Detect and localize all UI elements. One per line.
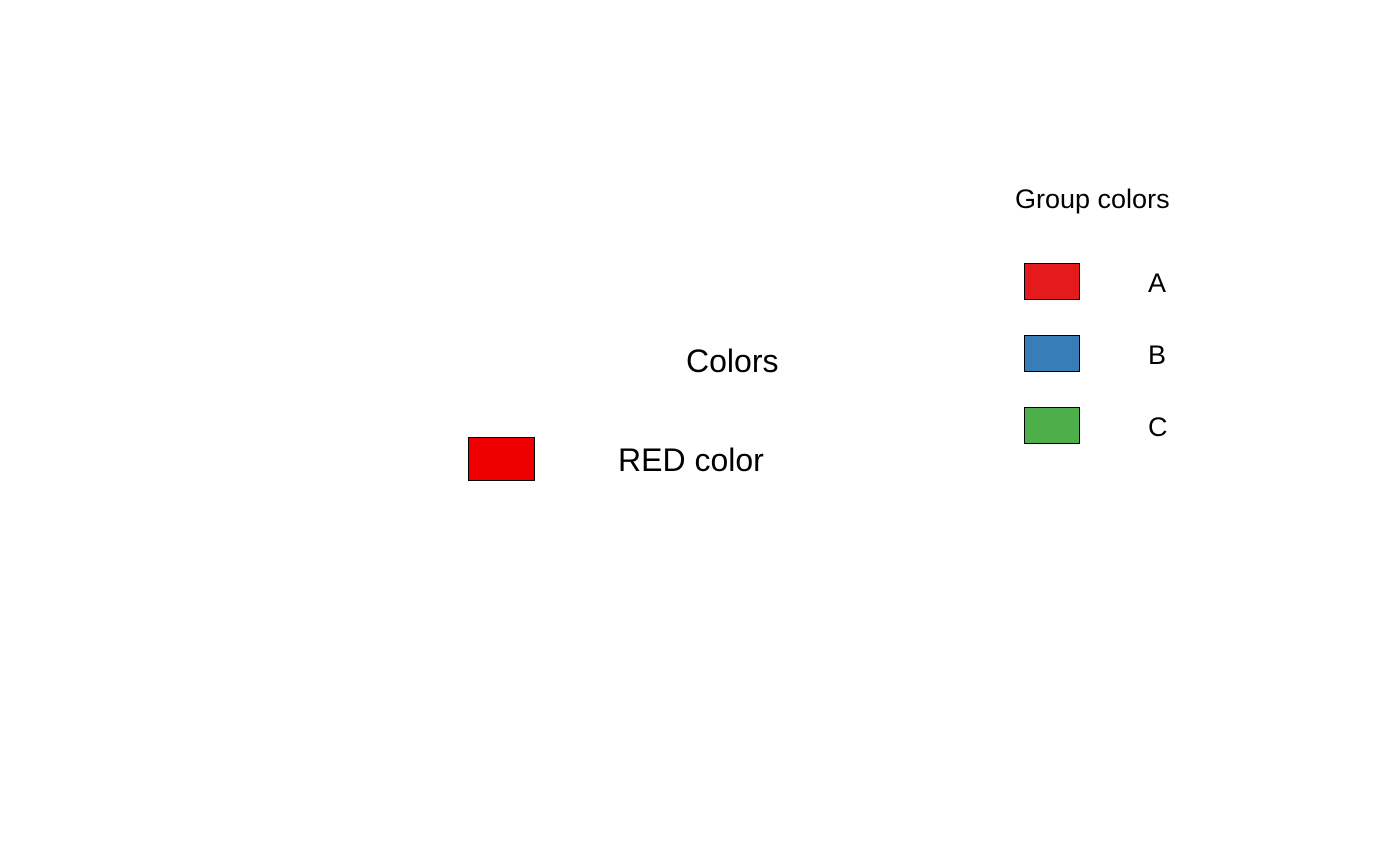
group-a-swatch — [1024, 263, 1080, 300]
group-b-swatch — [1024, 335, 1080, 372]
group-c-label: C — [1148, 412, 1168, 442]
group-a-label: A — [1148, 268, 1167, 298]
group-colors-legend-title: Group colors — [1015, 184, 1170, 214]
group-c-swatch — [1024, 407, 1080, 444]
red-color-label: RED color — [618, 442, 764, 478]
red-color-swatch — [468, 437, 535, 481]
group-b-label: B — [1148, 340, 1167, 370]
colors-legend-title: Colors — [686, 343, 779, 379]
